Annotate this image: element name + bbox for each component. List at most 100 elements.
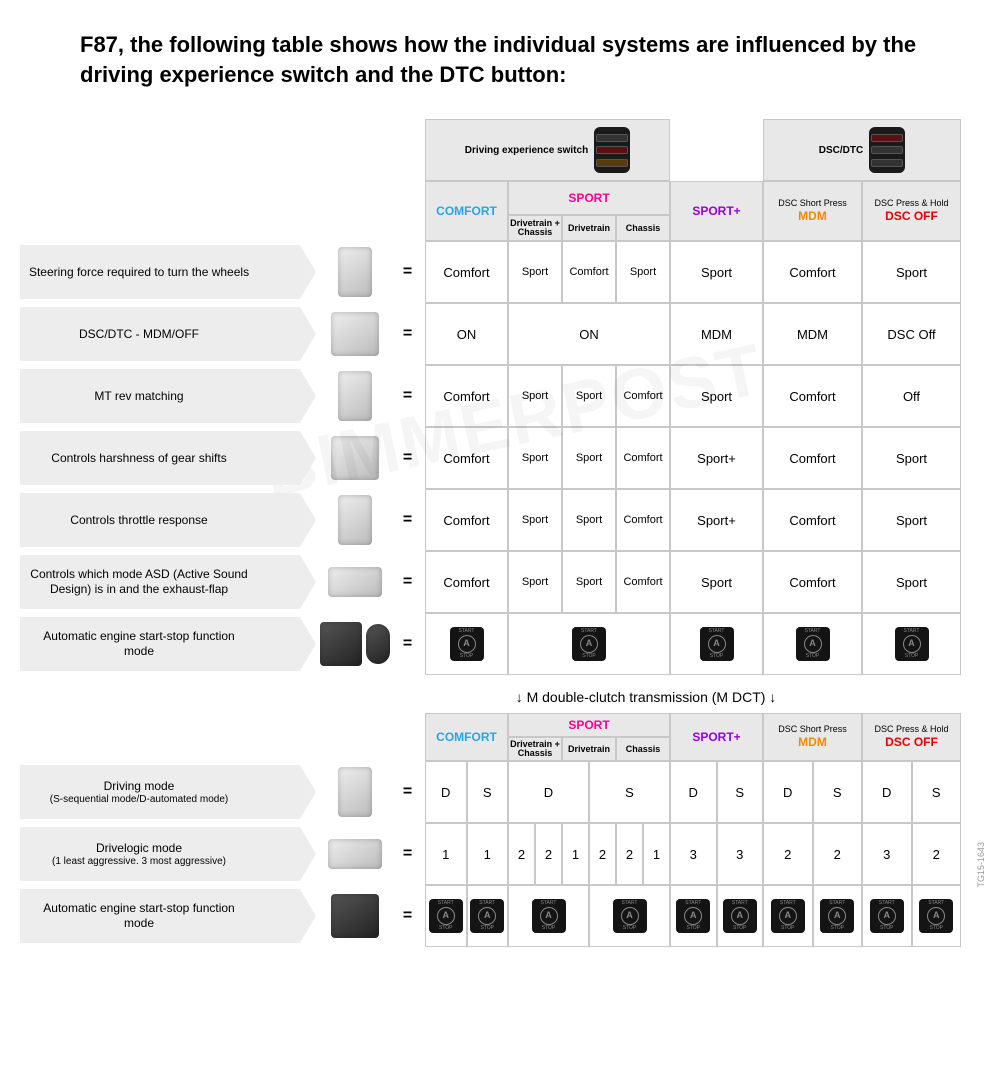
row-label: Drivelogic mode(1 least aggressive. 3 mo… [20, 841, 250, 869]
cell: Comfort [616, 427, 670, 489]
equals-sign: = [390, 427, 425, 489]
cell: Sport [670, 241, 763, 303]
cell: Sport+ [670, 489, 763, 551]
switch-header-row: Driving experience switch DSC/DTC [425, 119, 972, 181]
driving-experience-switch-label: Driving experience switch [425, 119, 670, 181]
cell: Comfort [616, 489, 670, 551]
row-icon [328, 839, 382, 869]
cell: Comfort [763, 365, 862, 427]
cell: Comfort [616, 551, 670, 613]
side-code: TG15-1643 [976, 842, 986, 888]
row-icon [338, 371, 372, 421]
start-stop-icon: START A STOP [613, 899, 647, 933]
cell: Comfort [616, 365, 670, 427]
row-icon [328, 567, 382, 597]
start-stop-icon: START A STOP [450, 627, 484, 661]
switch-icon [594, 127, 630, 173]
comfort-header: COMFORT [425, 181, 508, 241]
row-label: Controls throttle response [20, 513, 250, 528]
cell: Comfort [562, 241, 616, 303]
cell: Sport [616, 241, 670, 303]
cell: Comfort [763, 489, 862, 551]
equals-sign: = [390, 613, 425, 675]
sub-drivetrain: Drivetrain [562, 215, 616, 241]
start-stop-icon: START A STOP [532, 899, 566, 933]
sub-drivetrain-2: Drivetrain [562, 737, 616, 761]
sub-drivetrain-chassis-2: Drivetrain + Chassis [508, 737, 562, 761]
cell: Comfort [425, 241, 508, 303]
cell: Sport [508, 241, 562, 303]
cell: Sport [562, 427, 616, 489]
equals-sign: = [390, 551, 425, 613]
cell: Comfort [763, 241, 862, 303]
sportplus-header: SPORT+ [670, 181, 763, 241]
sport-header: SPORT [508, 181, 670, 215]
table-row: Controls throttle response = Comfort Spo… [20, 489, 972, 551]
switch-label-text: Driving experience switch [465, 145, 588, 156]
start-stop-icon: START A STOP [796, 627, 830, 661]
cell: Sport [670, 365, 763, 427]
start-stop-icon: START A STOP [895, 627, 929, 661]
sub-chassis: Chassis [616, 215, 670, 241]
mdm-sup: DSC Short Press [778, 199, 847, 209]
cell: Comfort [425, 365, 508, 427]
table-row: Driving mode(S-sequential mode/D-automat… [20, 761, 972, 823]
table-row: Steering force required to turn the whee… [20, 241, 972, 303]
dscoff-sup: DSC Press & Hold [874, 199, 948, 209]
table-row: Automatic engine start-stop function mod… [20, 613, 972, 675]
cell: ON [425, 303, 508, 365]
equals-sign: = [390, 823, 425, 885]
dsc-switch-text: DSC/DTC [819, 145, 863, 156]
cell: Sport [862, 489, 961, 551]
start-stop-icon: START A STOP [572, 627, 606, 661]
mode-header-row-1: COMFORT SPORT Drivetrain + Chassis Drive… [425, 181, 972, 241]
cell: Comfort [763, 427, 862, 489]
sportplus-header-2: SPORT+ [670, 713, 763, 761]
row-icon [331, 436, 379, 480]
start-stop-icon: START A STOP [470, 899, 504, 933]
row-label: Controls which mode ASD (Active Sound De… [20, 567, 250, 597]
equals-sign: = [390, 303, 425, 365]
start-stop-icon: START A STOP [723, 899, 757, 933]
comfort-header-2: COMFORT [425, 713, 508, 761]
row-label: Automatic engine start-stop function mod… [20, 629, 250, 659]
cell: Sport [508, 427, 562, 489]
row-label: MT rev matching [20, 389, 250, 404]
cell: Sport+ [670, 427, 763, 489]
table-row: Controls which mode ASD (Active Sound De… [20, 551, 972, 613]
cell: MDM [670, 303, 763, 365]
sub-chassis-2: Chassis [616, 737, 670, 761]
start-stop-icon: START A STOP [429, 899, 463, 933]
cell: Off [862, 365, 961, 427]
row-label: Automatic engine start-stop function mod… [20, 901, 250, 931]
cell: Sport [562, 365, 616, 427]
dct-divider: ↓ M double-clutch transmission (M DCT) ↓ [320, 689, 972, 705]
cell: Sport [508, 365, 562, 427]
equals-sign: = [390, 365, 425, 427]
start-stop-icon: START A STOP [820, 899, 854, 933]
cell: Sport [508, 489, 562, 551]
dsc-dtc-switch-label: DSC/DTC [763, 119, 961, 181]
cell: Comfort [425, 489, 508, 551]
table-row: Drivelogic mode(1 least aggressive. 3 mo… [20, 823, 972, 885]
mdm-header-2: DSC Short Press MDM [763, 713, 862, 761]
start-stop-icon: START A STOP [700, 627, 734, 661]
cell: Comfort [425, 551, 508, 613]
cell: DSC Off [862, 303, 961, 365]
table-row: DSC/DTC - MDM/OFF = ON ON MDM MDM DSC Of… [20, 303, 972, 365]
sub-drivetrain-chassis: Drivetrain + Chassis [508, 215, 562, 241]
cell: Sport [562, 551, 616, 613]
start-stop-icon: START A STOP [771, 899, 805, 933]
dscoff-header-2: DSC Press & Hold DSC OFF [862, 713, 961, 761]
start-stop-icon: START A STOP [870, 899, 904, 933]
row-label: Controls harshness of gear shifts [20, 451, 250, 466]
cell: Comfort [763, 551, 862, 613]
row-icon [338, 767, 372, 817]
row-label: Steering force required to turn the whee… [20, 265, 250, 280]
row-icon [331, 894, 379, 938]
row-icon [320, 622, 362, 666]
start-stop-icon: START A STOP [919, 899, 953, 933]
cell: Sport [862, 427, 961, 489]
sport-header-2: SPORT [508, 713, 670, 737]
row-label: Driving mode(S-sequential mode/D-automat… [20, 779, 250, 807]
